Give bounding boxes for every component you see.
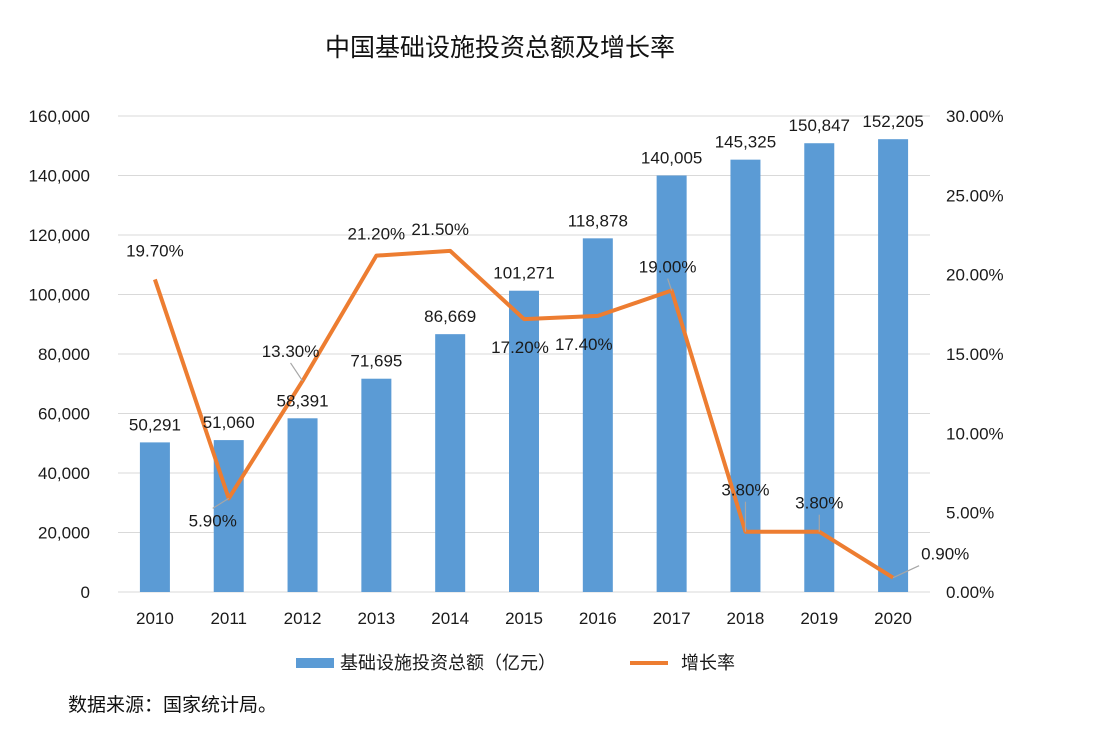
bar-value-label: 118,878	[568, 211, 628, 230]
legend-bar-swatch	[296, 658, 334, 668]
growth-value-label: 13.30%	[262, 342, 320, 361]
x-tick-label: 2010	[136, 609, 174, 628]
growth-value-label: 3.80%	[721, 481, 769, 500]
y-right-tick-label: 15.00%	[946, 345, 1004, 364]
y-left-tick-label: 140,000	[29, 167, 90, 186]
bar-value-label: 140,005	[641, 148, 702, 167]
bar	[435, 334, 466, 592]
y-right-tick-label: 5.00%	[946, 504, 994, 523]
bar-value-label: 86,669	[424, 307, 476, 326]
label-leader-line	[212, 497, 230, 509]
x-tick-label: 2012	[284, 609, 322, 628]
x-tick-label: 2020	[874, 609, 912, 628]
bar	[509, 290, 539, 592]
bar	[139, 442, 170, 592]
axes: 0 20,000 40,000 60,000 80,000 100,000 120,000 1…	[29, 107, 1004, 628]
x-tick-label: 2016	[579, 609, 617, 628]
y-left-tick-label: 160,000	[29, 107, 90, 126]
growth-value-label: 17.40%	[555, 335, 613, 354]
label-leader-line	[290, 362, 304, 382]
legend-bar-label: 基础设施投资总额（亿元）	[340, 653, 556, 674]
growth-value-label: 17.20%	[491, 338, 549, 357]
bar	[287, 418, 318, 592]
bar-value-label: 152,205	[862, 112, 923, 131]
y-right-tick-label: 0.00%	[946, 583, 994, 602]
y-left-tick-label: 80,000	[38, 345, 90, 364]
bar-series	[139, 139, 909, 593]
y-left-tick-label: 0	[81, 583, 90, 602]
y-right-tick-label: 30.00%	[946, 107, 1004, 126]
y-left-tick-label: 60,000	[38, 405, 90, 424]
legend: 基础设施投资总额（亿元） 增长率	[296, 653, 735, 674]
bar-value-label: 50,291	[129, 415, 181, 434]
x-tick-label: 2017	[653, 609, 691, 628]
source-note: 数据来源：国家统计局。	[68, 694, 277, 716]
growth-value-label: 19.00%	[639, 258, 697, 277]
bar	[656, 175, 687, 593]
bar	[582, 238, 613, 592]
label-leader-line	[667, 278, 673, 291]
bar-value-label: 51,060	[203, 413, 255, 432]
bar-value-label: 150,847	[789, 116, 850, 135]
y-right-tick-label: 20.00%	[946, 266, 1004, 285]
x-tick-label: 2013	[357, 609, 395, 628]
data-labels: 50,291 51,060 58,391 71,695 86,669 101,271 118…	[126, 112, 969, 564]
chart-title: 中国基础设施投资总额及增长率	[325, 33, 675, 62]
bar	[361, 378, 392, 592]
bar	[878, 139, 909, 592]
bar-value-label: 71,695	[350, 352, 402, 371]
bar-value-label: 58,391	[277, 391, 329, 410]
bar-value-label: 101,271	[493, 264, 554, 283]
y-left-tick-label: 100,000	[29, 286, 90, 305]
growth-line	[153, 248, 895, 580]
growth-value-label: 3.80%	[795, 494, 843, 513]
growth-value-label: 5.90%	[189, 511, 237, 530]
growth-value-label: 21.50%	[411, 220, 469, 239]
label-leader-line	[892, 565, 920, 579]
bar-value-label: 145,325	[715, 133, 776, 152]
y-left-tick-label: 120,000	[29, 226, 90, 245]
x-tick-label: 2014	[431, 609, 469, 628]
x-tick-label: 2015	[505, 609, 543, 628]
y-left-tick-label: 40,000	[38, 464, 90, 483]
line-series	[153, 248, 895, 580]
y-right-tick-label: 10.00%	[946, 424, 1004, 443]
growth-value-label: 21.20%	[348, 225, 406, 244]
x-tick-label: 2018	[727, 609, 765, 628]
label-leader-lines	[212, 278, 920, 579]
y-right-tick-label: 25.00%	[946, 186, 1004, 205]
y-left-tick-label: 20,000	[38, 524, 90, 543]
legend-line-label: 增长率	[681, 653, 735, 674]
x-tick-label: 2019	[800, 609, 838, 628]
growth-value-label: 19.70%	[126, 241, 184, 260]
growth-value-label: 0.90%	[921, 545, 969, 564]
x-tick-label: 2011	[210, 609, 247, 628]
